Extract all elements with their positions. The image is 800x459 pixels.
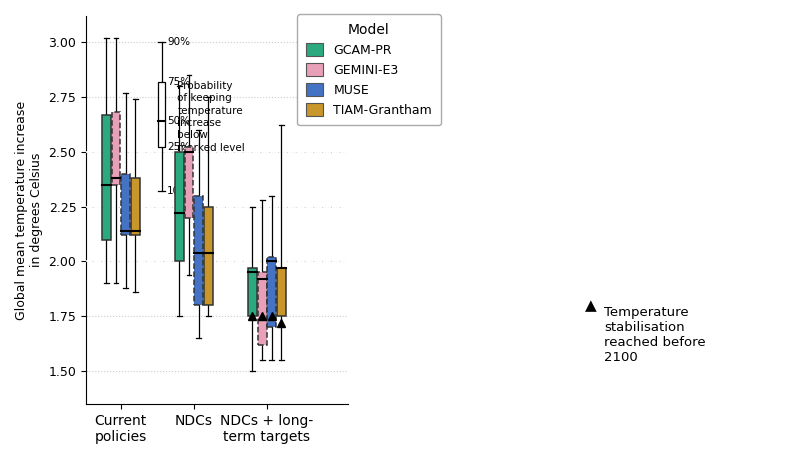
Text: 50%: 50% [167, 116, 190, 126]
FancyBboxPatch shape [185, 147, 194, 218]
FancyBboxPatch shape [248, 268, 257, 316]
FancyBboxPatch shape [130, 178, 140, 235]
Y-axis label: Global mean temperature increase
in degrees Celsius: Global mean temperature increase in degr… [15, 101, 43, 319]
FancyBboxPatch shape [121, 174, 130, 235]
FancyBboxPatch shape [267, 257, 276, 327]
Text: 10%: 10% [167, 186, 190, 196]
Text: ▲: ▲ [585, 298, 596, 313]
FancyBboxPatch shape [204, 207, 213, 305]
FancyBboxPatch shape [175, 152, 184, 262]
Text: 90%: 90% [167, 37, 190, 47]
FancyBboxPatch shape [194, 196, 203, 305]
FancyBboxPatch shape [102, 115, 110, 240]
Text: Temperature
stabilisation
reached before
2100: Temperature stabilisation reached before… [604, 306, 706, 364]
FancyBboxPatch shape [158, 82, 166, 147]
Text: 75%: 75% [167, 77, 190, 87]
Legend: GCAM-PR, GEMINI-E3, MUSE, TIAM-Grantham: GCAM-PR, GEMINI-E3, MUSE, TIAM-Grantham [297, 14, 441, 125]
FancyBboxPatch shape [258, 273, 266, 345]
Text: Probability
of keeping
temperature
increase
below
marked level: Probability of keeping temperature incre… [178, 81, 245, 153]
FancyBboxPatch shape [277, 268, 286, 316]
FancyBboxPatch shape [111, 112, 120, 185]
Text: 25%: 25% [167, 142, 190, 152]
